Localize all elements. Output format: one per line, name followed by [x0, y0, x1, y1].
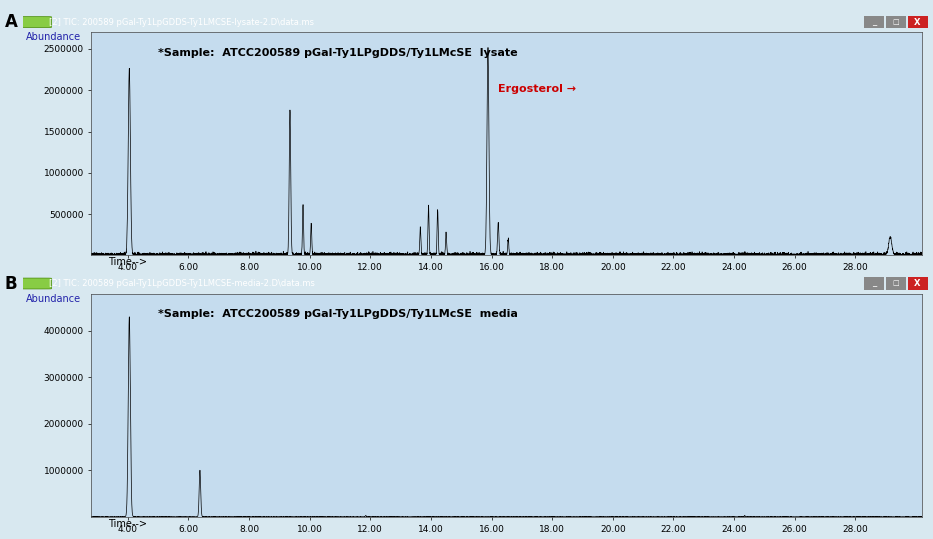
Text: *Sample:  ATCC200589 pGal-Ty1LPgDDS/Ty1LMcSE  media: *Sample: ATCC200589 pGal-Ty1LPgDDS/Ty1LM… — [158, 309, 518, 320]
Text: B: B — [5, 275, 18, 293]
Text: _: _ — [871, 278, 876, 287]
FancyBboxPatch shape — [908, 278, 927, 289]
Text: [2] TIC: 200589 pGal-Ty1LpGDDS-Ty1LMCSE-media-2.D\data.ms: [2] TIC: 200589 pGal-Ty1LpGDDS-Ty1LMCSE-… — [49, 279, 314, 288]
Text: *Sample:  ATCC200589 pGal-Ty1LPgDDS/Ty1LMcSE  lysate: *Sample: ATCC200589 pGal-Ty1LPgDDS/Ty1LM… — [158, 48, 518, 58]
Text: _: _ — [871, 17, 876, 26]
Text: X: X — [914, 18, 921, 26]
Text: Time-->: Time--> — [108, 257, 147, 267]
FancyBboxPatch shape — [885, 278, 906, 289]
Text: □: □ — [893, 19, 899, 25]
Text: Ergosterol →: Ergosterol → — [498, 84, 577, 94]
Text: Abundance: Abundance — [26, 294, 81, 304]
Text: X: X — [914, 279, 921, 288]
Text: □: □ — [893, 280, 899, 287]
FancyBboxPatch shape — [17, 278, 51, 289]
Text: [2] TIC: 200589 pGal-Ty1LpGDDS-Ty1LMCSE-lysate-2.D\data.ms: [2] TIC: 200589 pGal-Ty1LpGDDS-Ty1LMCSE-… — [49, 18, 313, 26]
Text: Abundance: Abundance — [26, 32, 81, 43]
FancyBboxPatch shape — [885, 16, 906, 28]
Text: A: A — [5, 13, 18, 31]
FancyBboxPatch shape — [908, 16, 927, 28]
FancyBboxPatch shape — [17, 17, 51, 27]
Text: Time-->: Time--> — [108, 519, 147, 529]
FancyBboxPatch shape — [864, 278, 884, 289]
FancyBboxPatch shape — [864, 16, 884, 28]
